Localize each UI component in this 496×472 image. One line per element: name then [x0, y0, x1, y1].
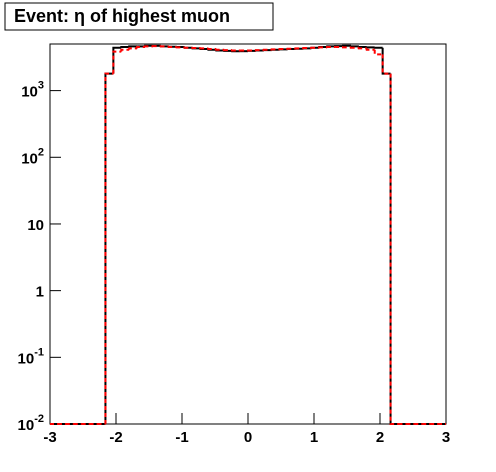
- histogram-bin: [207, 48, 217, 51]
- histogram-bin: [112, 50, 122, 74]
- histogram-bin: [373, 49, 383, 56]
- histogram-bin: [144, 45, 153, 48]
- y-tick-exponent: 2: [38, 146, 44, 158]
- histogram-bin: [167, 46, 177, 49]
- histogram-bin: [128, 45, 138, 48]
- y-tick-exponent: -2: [34, 413, 44, 425]
- chart-title: Event: η of highest muon: [14, 6, 230, 26]
- x-tick-label: 1: [310, 429, 318, 446]
- y-tick-label: 103: [21, 80, 44, 101]
- y-tick-label: 102: [21, 146, 44, 167]
- histogram-bin: [349, 45, 359, 48]
- histogram-bin: [120, 46, 130, 49]
- y-tick-label: 10: [27, 217, 44, 234]
- y-tick-base: 10: [18, 417, 35, 434]
- y-tick-exponent: 3: [38, 80, 44, 92]
- x-tick-label: -2: [109, 429, 122, 446]
- y-tick-base: 10: [21, 84, 38, 101]
- y-tick-label: 10-2: [18, 413, 44, 434]
- histogram-bin: [215, 48, 225, 51]
- histogram-bin: [381, 54, 391, 75]
- y-tick-base: 10: [18, 350, 35, 367]
- y-tick-label: 10-1: [18, 346, 44, 367]
- histogram-bin: [365, 48, 375, 51]
- x-tick-label: 3: [442, 429, 450, 446]
- title-box: [4, 2, 274, 31]
- x-tick-label: -1: [175, 429, 188, 446]
- histogram-bin: [357, 47, 367, 50]
- x-tick-label: -3: [43, 429, 56, 446]
- y-tick-base: 10: [21, 150, 38, 167]
- histogram-bin: [120, 48, 130, 52]
- histogram-bin: [104, 72, 114, 424]
- histogram-bin: [136, 46, 146, 49]
- y-tick-exponent: -1: [34, 346, 44, 358]
- x-tick-label: 2: [376, 429, 384, 446]
- y-tick-label: 1: [36, 284, 44, 301]
- histogram-bin: [128, 47, 138, 50]
- histogram-bin: [357, 46, 367, 49]
- x-tick-label: 0: [244, 429, 252, 446]
- histogram-bin: [389, 73, 399, 425]
